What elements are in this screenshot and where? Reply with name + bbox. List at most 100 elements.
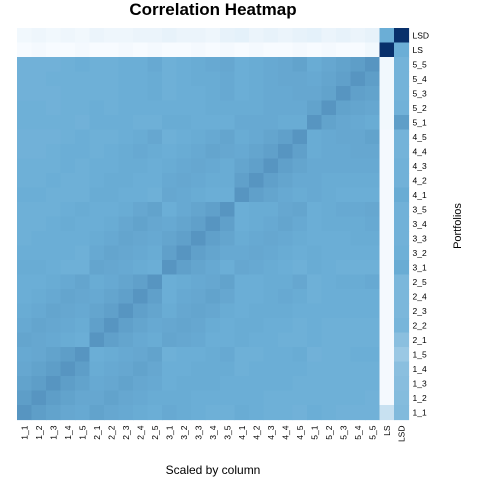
heatmap-cell <box>46 115 62 131</box>
heatmap-cell <box>60 231 76 247</box>
heatmap-cell <box>104 100 120 116</box>
heatmap-cell <box>176 231 192 247</box>
heatmap-cell <box>379 202 395 218</box>
heatmap-cell <box>89 158 105 174</box>
heatmap-cell <box>60 100 76 116</box>
heatmap-cell <box>234 187 250 203</box>
column-tick-label: 1_5 <box>77 425 87 439</box>
heatmap-cell <box>162 332 178 348</box>
heatmap-cell <box>46 245 62 261</box>
row-tick-label: 3_1 <box>413 262 427 272</box>
heatmap-cell <box>263 376 279 392</box>
heatmap-cell <box>147 115 163 131</box>
heatmap-cell <box>75 144 91 160</box>
heatmap-cell <box>147 332 163 348</box>
heatmap-cell <box>162 303 178 319</box>
heatmap-cell <box>176 100 192 116</box>
heatmap-cell <box>234 216 250 232</box>
heatmap-cell <box>75 129 91 145</box>
row-tick-label: 1_5 <box>413 349 427 359</box>
heatmap-cell <box>118 100 134 116</box>
heatmap-cell <box>60 318 76 334</box>
heatmap-cell <box>162 42 178 58</box>
heatmap-cell <box>336 216 352 232</box>
heatmap-cell <box>336 303 352 319</box>
heatmap-cell <box>104 303 120 319</box>
heatmap-cell <box>133 390 149 406</box>
heatmap-cell <box>336 289 352 305</box>
heatmap-cell <box>249 28 265 44</box>
row-tick-label: 1_4 <box>413 364 427 374</box>
heatmap-cell <box>46 42 62 58</box>
heatmap-cell <box>394 289 410 305</box>
heatmap-cell <box>17 158 33 174</box>
heatmap-cell <box>176 158 192 174</box>
heatmap-cell <box>205 202 221 218</box>
heatmap-cell <box>17 390 33 406</box>
heatmap-cell <box>394 347 410 363</box>
heatmap-cell <box>118 361 134 377</box>
heatmap-cell <box>17 376 33 392</box>
heatmap-cell <box>307 405 323 421</box>
heatmap-cell <box>278 187 294 203</box>
heatmap-cell <box>234 405 250 421</box>
heatmap-cell <box>365 347 381 363</box>
column-tick-label: 4_5 <box>295 425 305 439</box>
heatmap-cell <box>292 42 308 58</box>
heatmap-cell <box>220 231 236 247</box>
heatmap-cell <box>365 42 381 58</box>
heatmap-cell <box>350 361 366 377</box>
heatmap-cell <box>46 274 62 290</box>
heatmap-cell <box>205 390 221 406</box>
heatmap-cell <box>220 274 236 290</box>
heatmap-cell <box>379 71 395 87</box>
heatmap-cell <box>162 187 178 203</box>
heatmap-cell <box>118 187 134 203</box>
heatmap-cell <box>379 289 395 305</box>
heatmap-cell <box>205 57 221 73</box>
column-tick-label: 4_1 <box>237 425 247 439</box>
heatmap-cell <box>191 289 207 305</box>
heatmap-cell <box>220 390 236 406</box>
heatmap-cell <box>292 187 308 203</box>
heatmap-cell <box>336 187 352 203</box>
heatmap-cell <box>17 361 33 377</box>
heatmap-cell <box>104 187 120 203</box>
heatmap-cell <box>176 28 192 44</box>
heatmap-cell <box>191 245 207 261</box>
heatmap-cell <box>249 303 265 319</box>
heatmap-cell <box>104 57 120 73</box>
heatmap-cell <box>278 144 294 160</box>
heatmap-cell <box>307 86 323 102</box>
heatmap-cell <box>60 361 76 377</box>
heatmap-cell <box>31 361 47 377</box>
heatmap-cell <box>31 318 47 334</box>
heatmap-cell <box>278 303 294 319</box>
heatmap-cell <box>307 28 323 44</box>
heatmap-cell <box>336 129 352 145</box>
heatmap-cell <box>104 28 120 44</box>
heatmap-cell <box>104 376 120 392</box>
heatmap-cell <box>292 28 308 44</box>
heatmap-cell <box>365 318 381 334</box>
heatmap-cell <box>46 361 62 377</box>
heatmap-cell <box>31 28 47 44</box>
heatmap-cell <box>191 202 207 218</box>
heatmap-cell <box>89 187 105 203</box>
heatmap-cell <box>17 100 33 116</box>
heatmap-cell <box>104 361 120 377</box>
heatmap-cell <box>60 260 76 276</box>
heatmap-cell <box>104 390 120 406</box>
heatmap-cell <box>17 57 33 73</box>
heatmap-cell <box>249 216 265 232</box>
heatmap-cell <box>46 318 62 334</box>
heatmap-cell <box>17 173 33 189</box>
heatmap-cell <box>307 376 323 392</box>
heatmap-cell <box>118 144 134 160</box>
heatmap-cell <box>220 216 236 232</box>
heatmap-cell <box>133 187 149 203</box>
heatmap-cell <box>104 144 120 160</box>
heatmap-cell <box>234 303 250 319</box>
heatmap-cell <box>46 129 62 145</box>
heatmap-cell <box>147 57 163 73</box>
